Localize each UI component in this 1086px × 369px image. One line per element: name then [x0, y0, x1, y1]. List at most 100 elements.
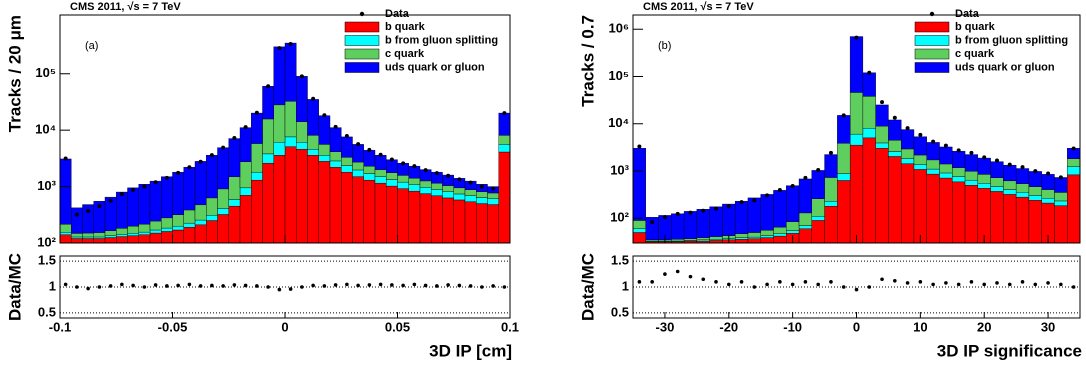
histogram-bar: [1028, 171, 1042, 187]
histogram-bar: [363, 173, 376, 181]
histogram-bar: [318, 161, 331, 244]
histogram-bar: [172, 226, 184, 231]
panel-tag: (a): [85, 40, 98, 52]
data-point: [841, 113, 846, 118]
data-point: [131, 187, 136, 192]
data-point: [142, 184, 147, 189]
histogram-bar: [722, 203, 736, 236]
data-point: [412, 164, 417, 169]
histogram-bar: [307, 148, 319, 156]
ratio-point: [468, 284, 473, 288]
histogram-bar: [71, 238, 83, 244]
data-point: [468, 180, 473, 185]
ratio-point: [880, 277, 884, 282]
histogram-bar: [875, 148, 889, 244]
y-tick-label: 10²: [37, 234, 56, 249]
ratio-point: [457, 283, 462, 288]
histogram-bar: [498, 151, 511, 244]
data-point: [153, 180, 158, 185]
histogram-bar: [161, 227, 173, 232]
histogram-bar: [116, 236, 128, 244]
histogram-bar: [913, 136, 927, 156]
histogram-bar: [888, 140, 902, 152]
histogram-bar: [352, 144, 364, 163]
data-point: [164, 175, 169, 180]
y-tick-label: 0.5: [611, 304, 629, 319]
data-point: [943, 143, 948, 148]
legend-marker: [359, 11, 365, 17]
ratio-point: [255, 284, 259, 288]
x-tick-label: -30: [656, 319, 675, 334]
histogram-bar: [824, 154, 838, 178]
x-tick-label: -0.05: [158, 319, 188, 334]
histogram-bar: [273, 154, 286, 244]
x-tick-label: 30: [1041, 319, 1055, 334]
histogram-bar: [273, 142, 286, 156]
histogram-bar: [1003, 164, 1017, 182]
legend-swatch: [914, 35, 950, 46]
y-tick-label: 10³: [37, 178, 56, 193]
header: CMS 2011, √s = 7 TeV: [643, 1, 754, 13]
histogram-bar: [498, 135, 511, 145]
histogram-bar: [138, 231, 151, 235]
data-point: [714, 206, 719, 211]
data-point: [637, 144, 642, 149]
histogram-bar: [386, 179, 398, 187]
data-point: [434, 171, 439, 176]
histogram-bar: [811, 198, 825, 217]
histogram-bar: [824, 206, 838, 244]
histogram-bar: [296, 142, 308, 150]
histogram-bar: [939, 177, 953, 244]
data-point: [378, 152, 383, 157]
legend-label: b quark: [385, 21, 426, 33]
histogram-bar: [862, 128, 876, 139]
histogram-bar: [251, 143, 263, 173]
histogram-bar: [341, 171, 353, 244]
histogram-bar: [888, 156, 902, 244]
ratio-point: [480, 285, 484, 289]
histogram-bar: [1067, 158, 1081, 167]
histogram-bar: [363, 179, 376, 244]
data-point: [344, 134, 349, 139]
y-tick-label: 10⁵: [35, 65, 56, 80]
histogram-bar: [1067, 174, 1081, 244]
histogram-bar: [397, 188, 409, 244]
histogram-bar: [419, 193, 432, 244]
data-point: [918, 132, 923, 137]
y-tick-label: 10⁵: [608, 68, 629, 83]
histogram-bar: [990, 191, 1004, 244]
histogram-bar: [341, 136, 353, 158]
histogram-bar: [747, 238, 761, 244]
histogram-bar: [926, 159, 940, 170]
histogram-bar: [760, 194, 774, 231]
histogram-bar: [913, 169, 927, 244]
histogram-bar: [487, 192, 499, 199]
data-point: [97, 204, 102, 209]
data-point: [892, 115, 897, 120]
x-axis-label: 3D IP significance: [937, 341, 1082, 360]
histogram-bar: [671, 213, 685, 240]
data-point: [1033, 169, 1038, 174]
histogram-bar: [453, 193, 466, 201]
data-point: [1058, 175, 1063, 180]
histogram-bar: [1015, 196, 1030, 244]
histogram-bar: [228, 176, 241, 200]
ratio-point: [778, 280, 782, 284]
data-point: [739, 200, 744, 205]
histogram-bar: [183, 222, 196, 228]
histogram-bar: [284, 42, 297, 102]
histogram-bar: [228, 199, 241, 207]
histogram-bar: [307, 154, 319, 244]
histogram-bar: [1028, 195, 1042, 201]
ratio-point: [345, 282, 349, 287]
histogram-bar: [901, 129, 915, 150]
histogram-bar: [59, 232, 72, 235]
ratio-point: [803, 280, 808, 284]
histogram-bar: [977, 183, 991, 189]
histogram-bar: [194, 224, 207, 244]
histogram-bar: [875, 125, 889, 144]
histogram-bar: [476, 197, 488, 204]
histogram-bar: [82, 238, 94, 244]
ratio-point: [1059, 282, 1063, 287]
